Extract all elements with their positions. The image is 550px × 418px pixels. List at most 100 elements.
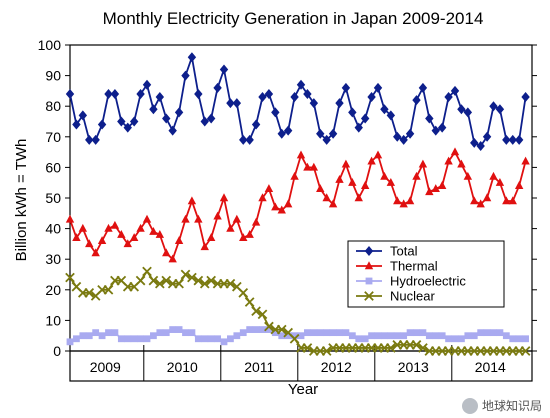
data-point [149, 104, 158, 115]
data-point [296, 150, 306, 159]
data-point [91, 134, 100, 145]
data-point [130, 335, 138, 343]
data-point [85, 134, 94, 145]
data-point [336, 329, 343, 337]
data-point [400, 332, 408, 340]
data-point [124, 335, 132, 343]
data-point [245, 230, 254, 238]
data-point [444, 156, 453, 165]
legend-label: Thermal [390, 259, 438, 274]
data-point [348, 332, 356, 340]
data-point [72, 119, 81, 130]
data-point [180, 269, 191, 280]
data-point [322, 134, 331, 145]
x-tick-label: 2012 [321, 359, 352, 375]
data-point [219, 193, 229, 202]
data-point [226, 223, 235, 232]
data-point [385, 343, 396, 353]
legend-label: Nuclear [390, 289, 435, 304]
data-point [425, 332, 433, 340]
x-tick-label: 2010 [167, 359, 198, 375]
data-point [367, 156, 376, 165]
data-point [175, 326, 183, 333]
data-point [489, 101, 498, 112]
data-point [271, 329, 279, 337]
data-point [476, 199, 485, 208]
data-point [104, 223, 113, 232]
data-point [495, 104, 505, 115]
data-point [257, 309, 268, 320]
data-point [393, 332, 401, 340]
data-point [174, 278, 184, 289]
data-point [258, 193, 267, 202]
data-point [182, 329, 189, 337]
chart-title: Monthly Electricity Generation in Japan … [103, 9, 484, 28]
data-point [142, 266, 152, 277]
y-tick-label: 90 [45, 68, 61, 84]
data-point [65, 214, 75, 223]
data-point [110, 220, 120, 229]
data-point [354, 122, 363, 133]
data-point [238, 288, 249, 298]
data-point [361, 335, 369, 343]
data-point [104, 88, 113, 99]
data-point [73, 335, 80, 343]
data-point [162, 113, 171, 124]
data-point [162, 248, 171, 257]
data-point [502, 332, 510, 340]
data-point [451, 335, 459, 343]
x-tick-label: 2013 [398, 359, 429, 375]
data-point [425, 187, 434, 196]
data-point [411, 340, 422, 350]
data-point [291, 332, 298, 340]
data-point [148, 275, 159, 286]
data-point [380, 171, 389, 180]
data-point [464, 332, 472, 340]
data-point [181, 214, 190, 223]
data-point [393, 131, 402, 142]
data-point [476, 140, 485, 151]
data-point [458, 335, 465, 343]
data-point [264, 88, 274, 99]
data-point [470, 137, 479, 148]
data-point [66, 338, 74, 346]
data-point [289, 333, 300, 344]
data-point [521, 92, 530, 103]
data-point [341, 159, 351, 168]
data-point [161, 275, 172, 286]
data-point [150, 332, 157, 340]
data-point [412, 95, 421, 106]
data-point [149, 226, 158, 235]
data-point [227, 335, 234, 343]
data-point [477, 329, 485, 337]
data-point [214, 335, 221, 343]
data-point [187, 52, 197, 63]
data-point [168, 254, 177, 263]
data-point [233, 332, 241, 340]
data-point [187, 272, 197, 283]
y-tick-label: 10 [45, 312, 61, 328]
data-point [252, 326, 260, 333]
data-point [213, 211, 222, 220]
data-point [200, 116, 209, 127]
data-point [482, 193, 492, 202]
data-point [328, 128, 338, 139]
data-point [406, 329, 414, 337]
data-point [206, 233, 216, 241]
data-point [78, 223, 88, 232]
data-point [142, 79, 152, 90]
data-point [251, 306, 261, 317]
data-point [239, 134, 248, 145]
data-point [463, 107, 473, 118]
data-point [303, 162, 312, 171]
series-line [69, 53, 527, 148]
data-point [155, 92, 165, 103]
data-point [206, 113, 216, 124]
data-point [470, 196, 479, 205]
data-point [65, 272, 75, 283]
data-point [444, 92, 453, 103]
data-point [463, 171, 473, 180]
data-point [65, 88, 75, 99]
data-point [365, 277, 373, 285]
data-point [188, 329, 196, 337]
